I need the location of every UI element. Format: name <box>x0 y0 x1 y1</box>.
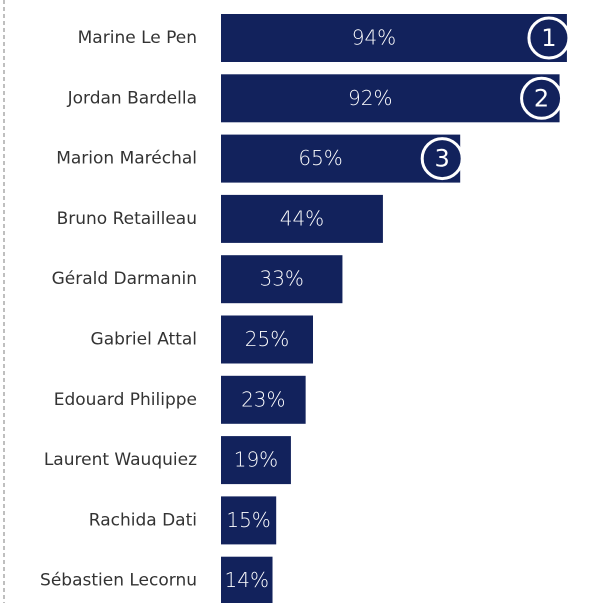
rank-badge <box>527 16 571 60</box>
rank-label: 2 <box>534 84 549 112</box>
bar <box>221 134 461 183</box>
rank-badge <box>520 76 564 120</box>
category-label: Gabriel Attal <box>91 330 197 350</box>
bar <box>221 194 383 243</box>
value-label: 23% <box>241 387 285 411</box>
category-label: Rachida Dati <box>89 510 197 530</box>
rank-label: 1 <box>541 24 556 52</box>
value-label: 94% <box>352 26 396 50</box>
category-label: Laurent Wauquiez <box>44 450 197 470</box>
bar <box>221 14 567 62</box>
value-label: 15% <box>226 508 270 532</box>
value-label: 92% <box>348 86 392 110</box>
rank-badge <box>420 137 464 181</box>
bar <box>221 556 273 603</box>
category-label: Sébastien Lecornu <box>40 571 197 591</box>
bar <box>221 375 306 424</box>
value-label: 33% <box>259 267 303 291</box>
value-label: 19% <box>234 448 278 472</box>
category-label: Jordan Bardella <box>67 88 197 108</box>
category-label: Bruno Retailleau <box>57 209 197 229</box>
category-label: Gérald Darmanin <box>52 269 197 289</box>
bar <box>221 436 291 485</box>
rank-label: 3 <box>435 145 450 173</box>
value-label: 65% <box>298 146 342 170</box>
bar <box>221 255 343 304</box>
bar <box>221 74 560 123</box>
value-label: 44% <box>280 206 324 230</box>
category-label: Edouard Philippe <box>54 390 197 410</box>
category-label: Marine Le Pen <box>78 28 197 48</box>
bar <box>221 496 277 545</box>
category-label: Marion Maréchal <box>56 149 197 169</box>
bar <box>221 315 313 364</box>
value-label: 25% <box>245 327 289 351</box>
value-label: 14% <box>225 568 269 592</box>
